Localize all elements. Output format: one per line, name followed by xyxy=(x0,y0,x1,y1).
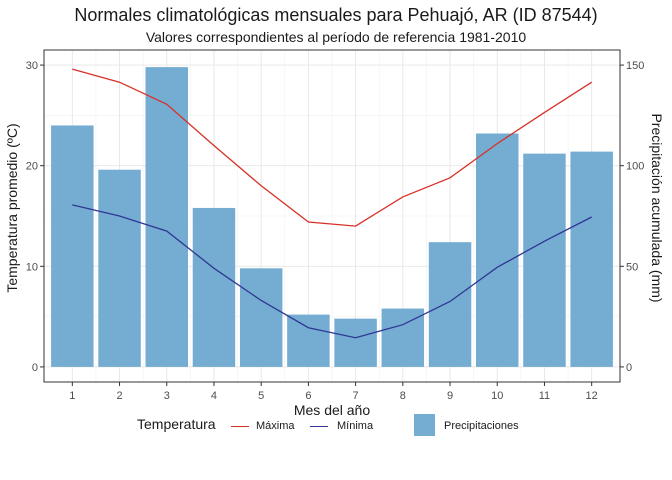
chart-title: Normales climatológicas mensuales para P… xyxy=(74,5,598,25)
x-tick-label: 11 xyxy=(539,390,550,402)
legend-key-minima xyxy=(310,426,328,427)
x-tick-label: 12 xyxy=(586,390,598,402)
precip-bar xyxy=(570,151,613,367)
y-axis-left-title: Temperatura promedio (ºC) xyxy=(4,123,20,293)
precip-bar xyxy=(334,318,377,367)
y-right-tick-label: 0 xyxy=(626,362,632,374)
legend-label-maxima: Máxima xyxy=(256,420,295,432)
x-tick-label: 2 xyxy=(116,390,122,402)
x-tick-label: 5 xyxy=(258,390,264,402)
y-axis-right-title: Precipitación acumulada (mm) xyxy=(649,113,665,303)
x-axis-title: Mes del año xyxy=(293,402,371,418)
precip-bar xyxy=(98,169,141,367)
legend-label-precipitaciones: Precipitaciones xyxy=(444,420,519,432)
legend-key-precipitaciones xyxy=(414,414,435,436)
x-tick-label: 4 xyxy=(211,390,217,402)
chart-subtitle: Valores correspondientes al período de r… xyxy=(145,29,527,45)
precip-bar xyxy=(192,207,236,367)
x-tick-label: 6 xyxy=(305,390,311,402)
y-right-tick-label: 150 xyxy=(626,60,644,72)
y-left-tick-label: 0 xyxy=(32,362,38,374)
y-left-tick-label: 20 xyxy=(26,161,38,173)
x-tick-label: 1 xyxy=(69,390,75,402)
x-tick-label: 9 xyxy=(447,390,453,402)
precip-bar xyxy=(523,153,566,367)
precip-bar xyxy=(51,125,94,367)
x-tick-label: 3 xyxy=(164,390,170,402)
y-left-tick-label: 30 xyxy=(26,60,38,72)
x-tick-label: 8 xyxy=(400,390,406,402)
precip-bar xyxy=(145,67,188,367)
temp-line-maxima xyxy=(72,68,593,227)
precip-bar xyxy=(239,268,283,367)
precip-bar xyxy=(428,242,472,367)
y-right-tick-label: 100 xyxy=(626,161,644,173)
y-right-tick-label: 50 xyxy=(626,261,638,273)
legend-label-minima: Mínima xyxy=(337,420,374,432)
y-left-tick-label: 10 xyxy=(26,261,38,273)
temp-line-minima xyxy=(72,204,592,339)
precip-bar xyxy=(287,314,330,367)
legend-title: Temperatura xyxy=(137,416,216,432)
precip-bar xyxy=(476,133,519,367)
plot-border xyxy=(43,49,621,383)
x-tick-label: 10 xyxy=(491,390,503,402)
x-tick-label: 7 xyxy=(353,390,359,402)
legend-key-maxima xyxy=(231,426,249,427)
